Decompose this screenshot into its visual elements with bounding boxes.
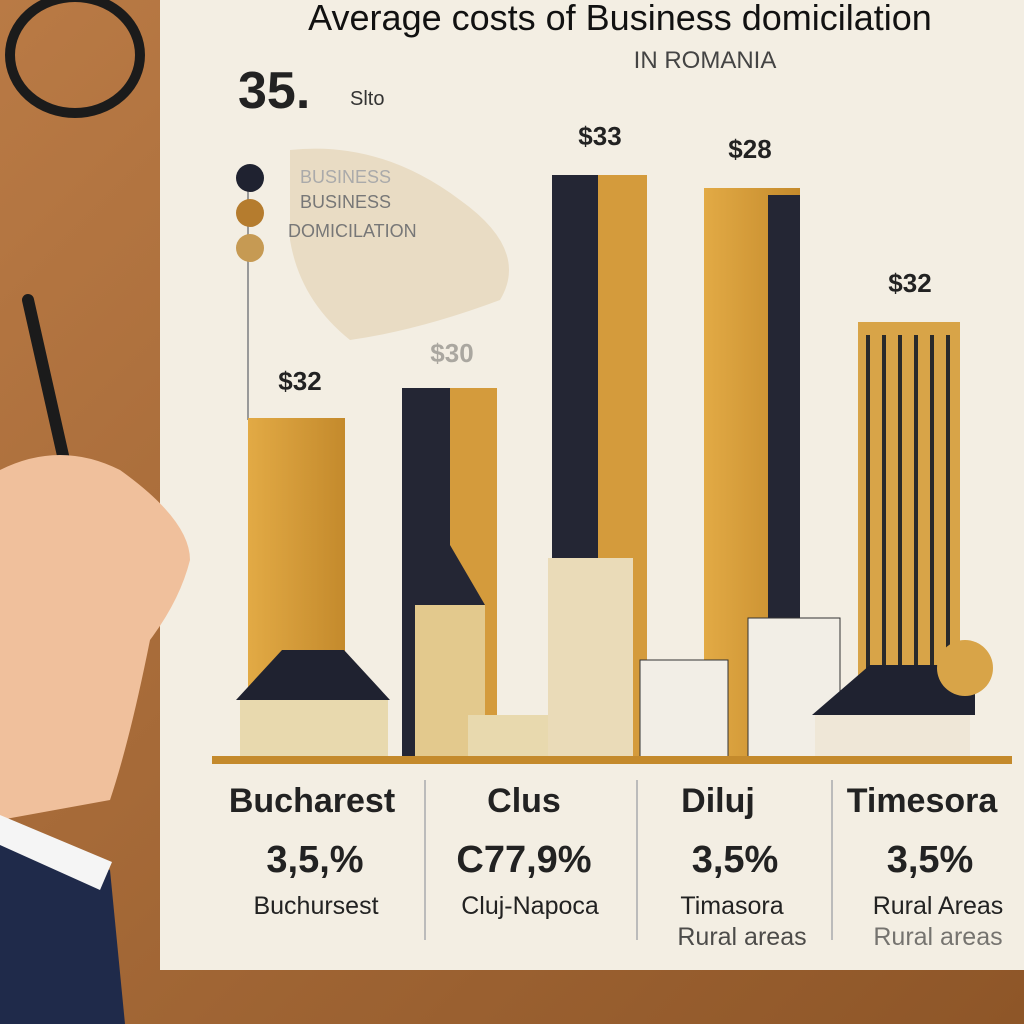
line: Timasora [680,892,783,920]
glasses [5,0,145,118]
line: Rural areas [677,923,806,951]
city: Clus [487,782,561,820]
bar-label: $33 [578,121,621,151]
legend-dot [236,164,264,192]
house-roof [812,665,975,715]
percent: C77,9% [456,839,591,881]
line: Buchursest [253,892,378,920]
city: Bucharest [229,782,395,820]
separators [424,780,833,940]
hand [0,455,190,820]
office [639,659,729,759]
percent: 3,5,% [266,839,363,881]
legend-label: BUSINESS [300,192,391,212]
city: Timesora [847,782,999,820]
house [240,700,388,758]
city: Diluj [681,782,755,820]
legend-dot [236,199,264,227]
legend-label: DOMICILATION [288,221,417,241]
tower-block [548,558,633,758]
map-blot [290,148,509,340]
percent: 3,5% [692,839,779,881]
house [815,715,970,758]
house-roof [236,650,390,700]
title: Average costs of Business domicilation [308,0,932,38]
bar-label: $30 [430,338,473,368]
legend-dot [236,234,264,262]
line: Rural areas [873,923,1002,951]
bar-label: $32 [888,268,931,298]
big-number: 35. [238,62,310,120]
subtitle: IN ROMANIA [634,47,777,74]
tree [937,640,993,696]
big-number-note: Slto [350,88,384,110]
line: Cluj-Napoca [461,892,599,920]
legend-label: BUSINESS [300,167,391,187]
cuff [0,815,112,890]
bar-label: $28 [728,134,771,164]
line: Rural Areas [873,892,1004,920]
ground [212,756,1012,764]
house [468,715,563,758]
percent: 3,5% [887,839,974,881]
tower-roof [415,545,485,605]
bar-label: $32 [278,366,321,396]
